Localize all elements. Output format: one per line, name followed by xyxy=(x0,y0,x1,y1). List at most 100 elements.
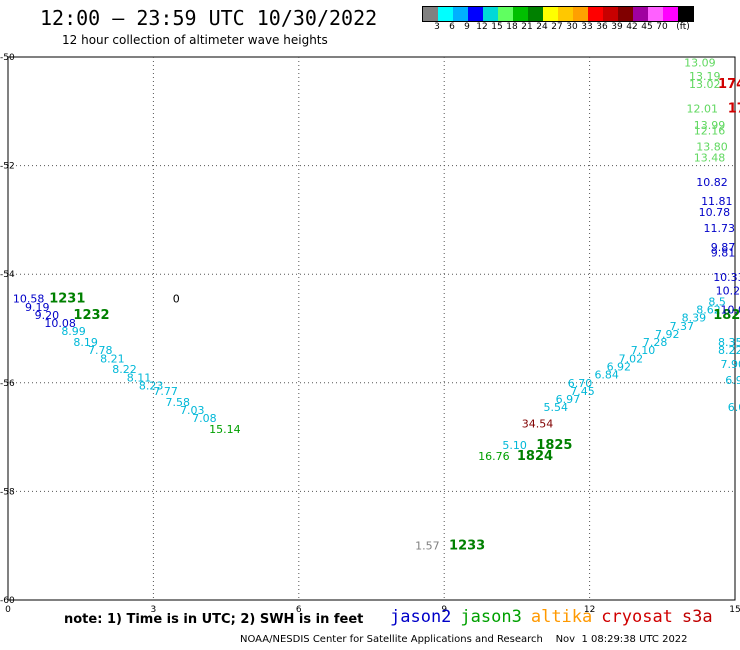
data-label: 6.97 xyxy=(556,393,581,406)
mission-legend: jason2 jason3 altika cryosat s3a xyxy=(390,607,722,627)
data-label: 7.28 xyxy=(643,336,668,349)
data-label: 0 xyxy=(173,293,180,306)
data-label: 9.19 xyxy=(25,301,50,314)
color-swatch-7 xyxy=(528,7,543,21)
data-label: 6.70 xyxy=(568,377,593,390)
data-label: 1.57 xyxy=(415,540,440,553)
data-label: 13.19 xyxy=(689,70,721,83)
y-tick-label: -56 xyxy=(0,379,15,389)
footer-note: note: 1) Time is in UTC; 2) SWH is in fe… xyxy=(64,612,364,627)
data-label: 11.73 xyxy=(703,222,735,235)
color-scale-label: 6 xyxy=(449,22,455,32)
data-label: 10.25 xyxy=(716,284,740,297)
data-label: 10.08 xyxy=(44,317,76,330)
color-scale-label: 27 xyxy=(551,22,563,32)
color-scale-label: 15 xyxy=(491,22,503,32)
data-label: 13.80 xyxy=(696,141,728,154)
chart-title: 12:00 – 23:59 UTC 10/30/2022 xyxy=(40,6,378,30)
color-swatch-9 xyxy=(558,7,573,21)
data-label: 1824 xyxy=(517,449,553,464)
color-scale-label: 36 xyxy=(596,22,608,32)
color-scale-label: 45 xyxy=(641,22,653,32)
data-label: 12.16 xyxy=(694,124,726,137)
data-label: 6.84 xyxy=(594,369,619,382)
color-swatch-16 xyxy=(663,7,678,21)
data-label: 9.87 xyxy=(711,241,736,254)
data-label: 1825 xyxy=(536,438,572,453)
data-label: 9.81 xyxy=(711,246,736,259)
data-label: 7.03 xyxy=(180,404,205,417)
y-tick-label: -58 xyxy=(0,487,15,497)
data-label: 6.9 xyxy=(725,374,740,387)
x-tick-label: 9 xyxy=(441,605,447,615)
color-swatch-3 xyxy=(468,7,483,21)
data-label: 8.23 xyxy=(139,380,164,393)
x-tick-label: 6 xyxy=(296,605,302,615)
color-scale-bar xyxy=(422,6,694,22)
color-scale-labels: 3 6 9 12 15 18 21 24 27 30 33 36 39 42 45 70 (ft) xyxy=(422,22,732,34)
color-scale-label: (ft) xyxy=(676,22,690,32)
data-label: 8.22 xyxy=(718,344,740,357)
color-swatch-6 xyxy=(513,7,528,21)
color-scale-label: 21 xyxy=(521,22,533,32)
mission-label-jason3: jason3 xyxy=(460,607,522,627)
data-label: 7.78 xyxy=(88,344,113,357)
mission-label-cryosat: cryosat xyxy=(601,607,673,627)
data-label: 34.54 xyxy=(522,418,554,431)
footer-credit: NOAA/NESDIS Center for Satellite Applica… xyxy=(240,634,688,645)
color-swatch-1 xyxy=(438,7,453,21)
data-label: 13.09 xyxy=(684,56,716,69)
color-swatch-15 xyxy=(648,7,663,21)
color-swatch-14 xyxy=(633,7,648,21)
data-label: 10.58 xyxy=(13,293,44,306)
data-label: 12.01 xyxy=(687,103,719,116)
color-scale-label: 42 xyxy=(626,22,638,32)
data-label: 13.02 xyxy=(689,78,721,91)
color-swatch-12 xyxy=(603,7,618,21)
data-label: 8.39 xyxy=(682,312,707,325)
data-label: 174 xyxy=(718,77,740,92)
y-tick-label: -50 xyxy=(0,53,15,63)
color-swatch-0 xyxy=(423,7,438,21)
color-scale-label: 24 xyxy=(536,22,548,32)
data-label: 11.81 xyxy=(701,195,733,208)
data-label: 8.19 xyxy=(73,336,98,349)
y-tick-label: -60 xyxy=(0,596,15,606)
data-label: 5.10 xyxy=(502,439,527,452)
data-label: 16.76 xyxy=(478,450,510,463)
data-label: 1233 xyxy=(449,539,485,554)
color-swatch-2 xyxy=(453,7,468,21)
mission-label-jason2: jason2 xyxy=(390,607,452,627)
data-label: 8.35 xyxy=(718,336,740,349)
data-label: 7.45 xyxy=(570,385,595,398)
data-label: 9.20 xyxy=(35,309,60,322)
x-tick-label: 15 xyxy=(729,605,740,615)
data-label: 7.90 xyxy=(720,358,740,371)
data-label: 7.02 xyxy=(619,352,644,365)
x-tick-label: 0 xyxy=(5,605,11,615)
data-label: 8.21 xyxy=(100,352,125,365)
color-scale-label: 12 xyxy=(476,22,488,32)
data-label: 8.62 xyxy=(696,303,721,316)
data-label: 1231 xyxy=(49,292,85,307)
data-label: 8.5 xyxy=(708,295,726,308)
data-label: 10.82 xyxy=(696,176,728,189)
data-label: 7.10 xyxy=(631,344,656,357)
y-tick-label: -54 xyxy=(0,270,15,280)
data-label: 7.58 xyxy=(166,396,191,409)
data-label: 10.33 xyxy=(713,271,740,284)
mission-label-altika: altika xyxy=(530,607,593,627)
y-tick-label: -52 xyxy=(0,162,15,172)
chart-subtitle: 12 hour collection of altimeter wave hei… xyxy=(62,33,328,47)
plot-frame xyxy=(7,56,736,601)
color-scale-label: 9 xyxy=(464,22,470,32)
x-tick-label: 3 xyxy=(151,605,157,615)
color-scale-label: 3 xyxy=(434,22,440,32)
color-swatch-13 xyxy=(618,7,633,21)
data-label: 7.08 xyxy=(192,412,217,425)
data-label: 8.11 xyxy=(127,371,152,384)
data-label: 13.99 xyxy=(694,119,726,132)
color-scale-label: 33 xyxy=(581,22,593,32)
color-scale-label: 30 xyxy=(566,22,578,32)
